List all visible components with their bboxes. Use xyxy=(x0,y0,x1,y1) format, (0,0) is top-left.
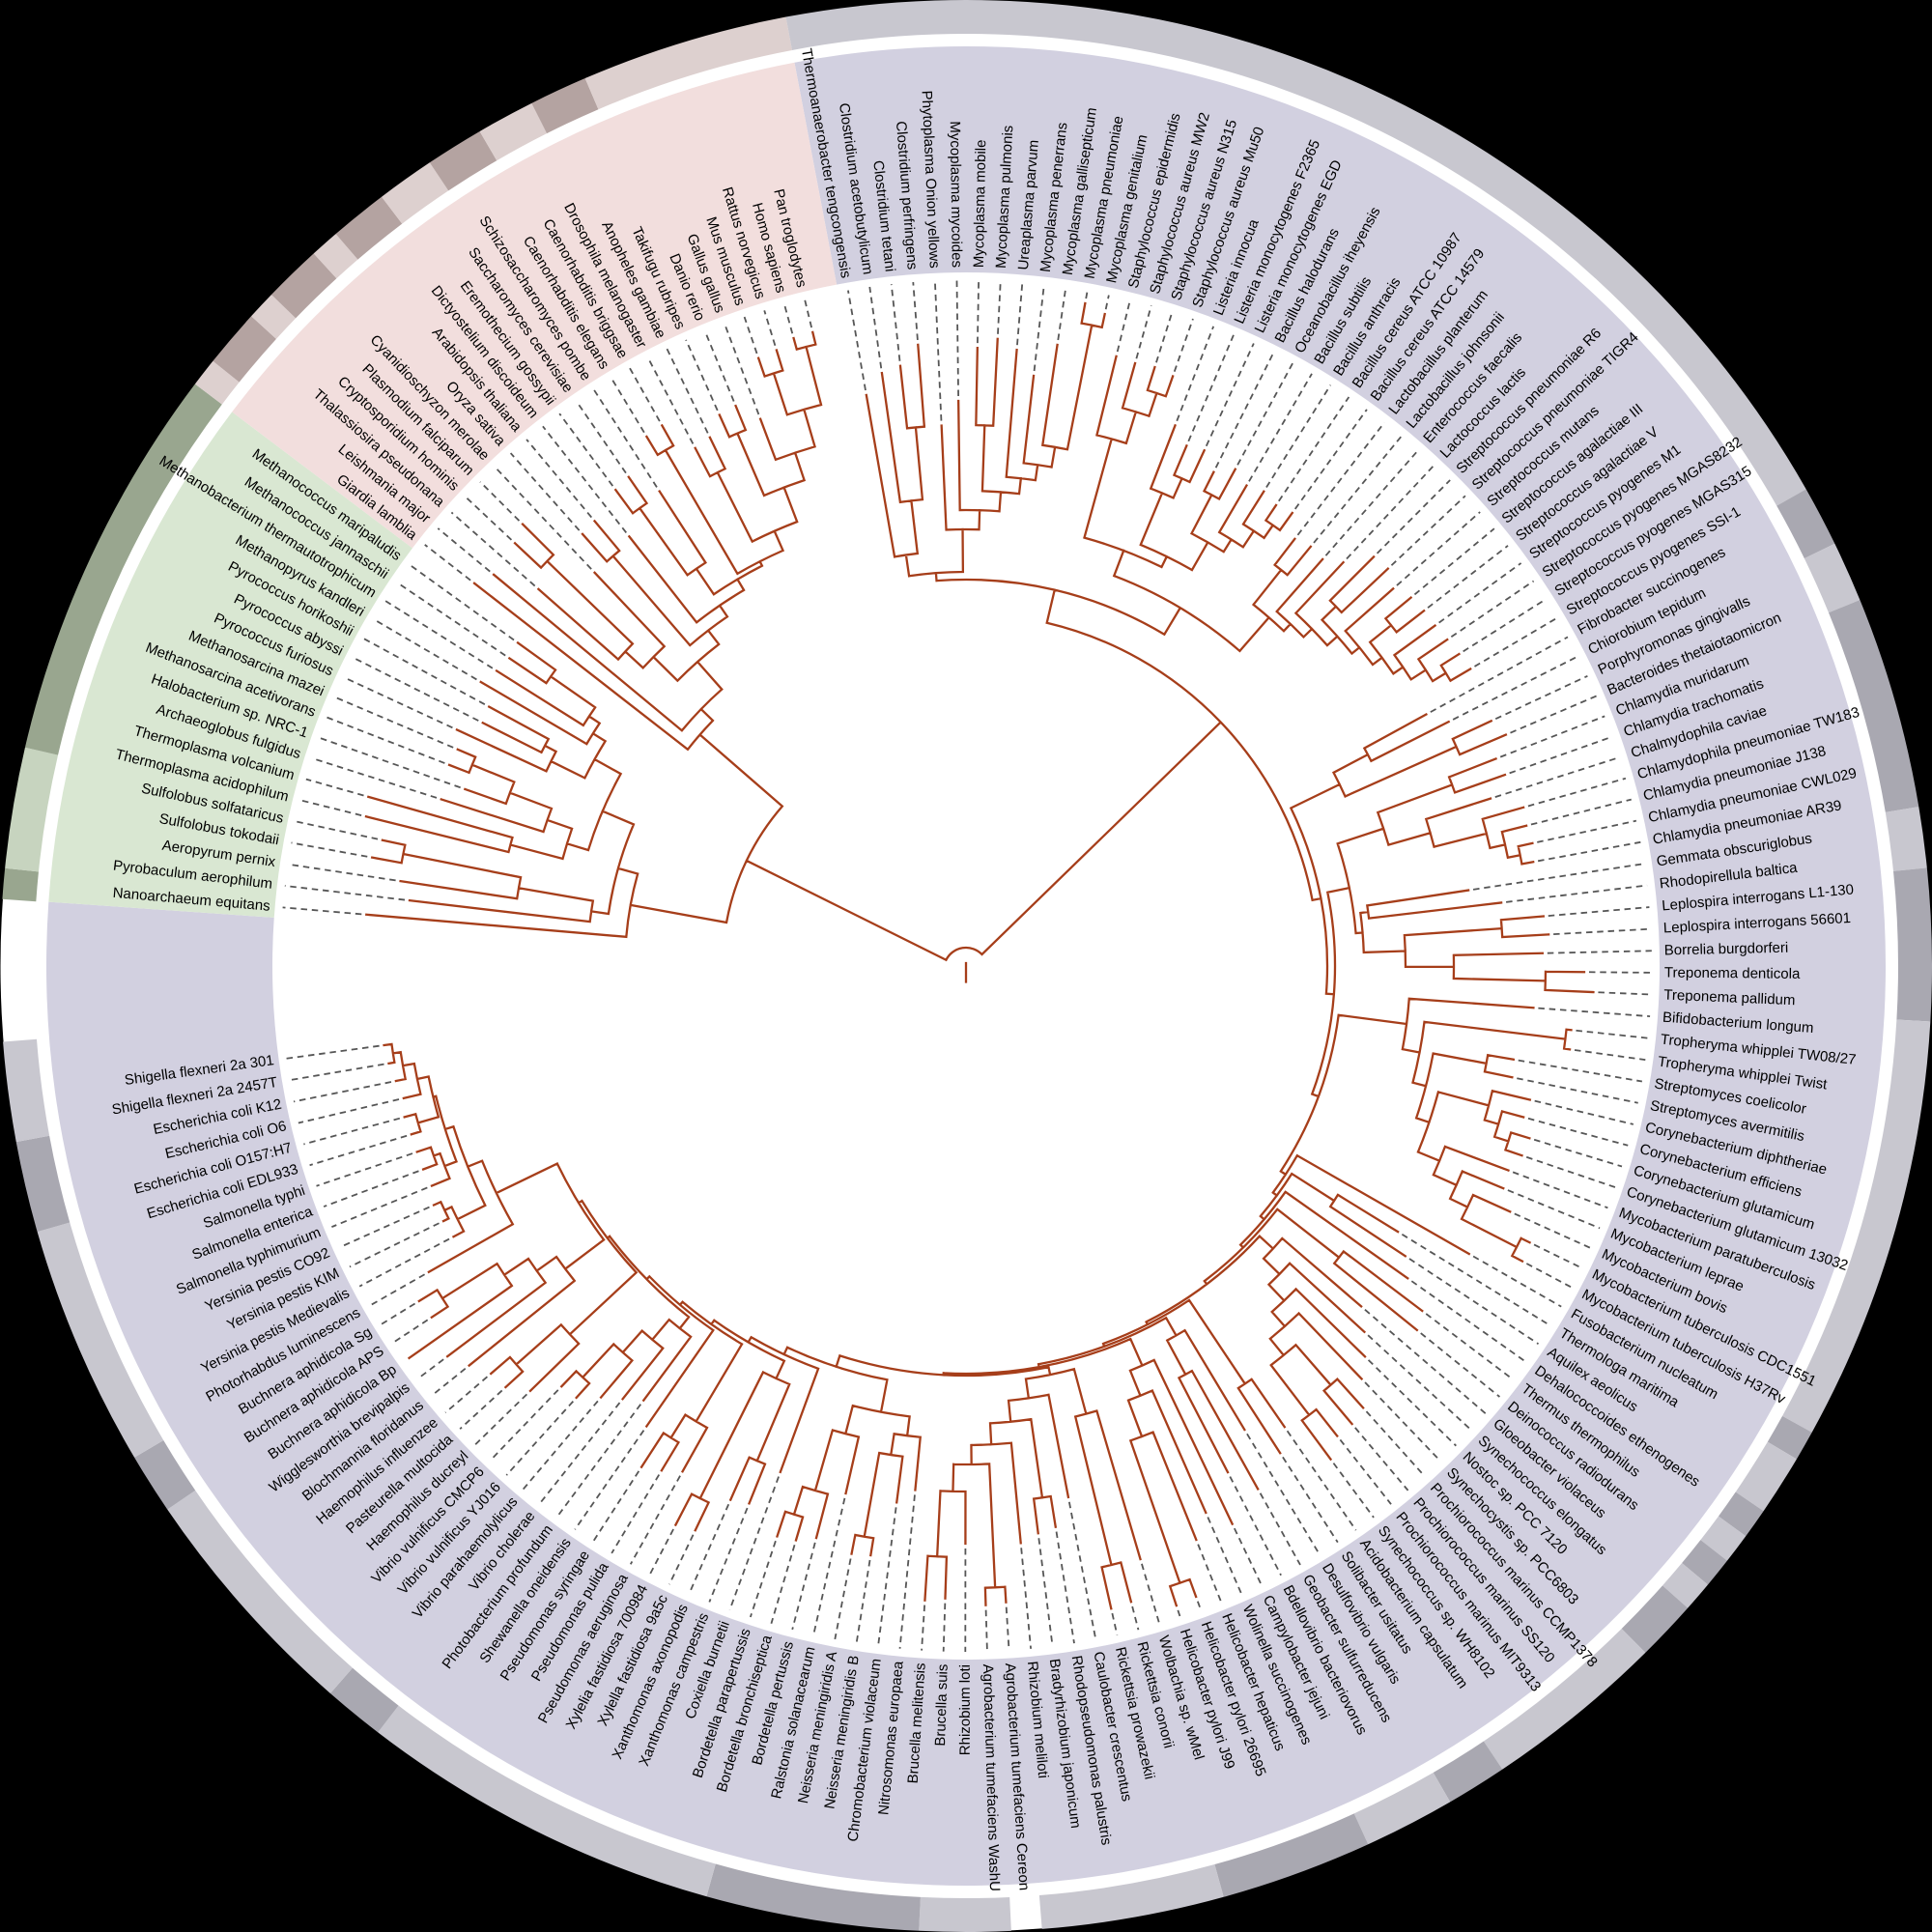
svg-text:Borrelia burgdorferi: Borrelia burgdorferi xyxy=(1664,940,1789,959)
svg-text:Mycoplasma mycoides: Mycoplasma mycoides xyxy=(947,121,965,268)
svg-text:Mycoplasma mobile: Mycoplasma mobile xyxy=(971,139,989,268)
svg-text:Rhizobium loti: Rhizobium loti xyxy=(957,1664,974,1755)
svg-text:Brucella suis: Brucella suis xyxy=(932,1663,952,1747)
svg-text:Treponema pallidum: Treponema pallidum xyxy=(1663,987,1796,1009)
svg-text:Treponema denticola: Treponema denticola xyxy=(1664,965,1801,982)
